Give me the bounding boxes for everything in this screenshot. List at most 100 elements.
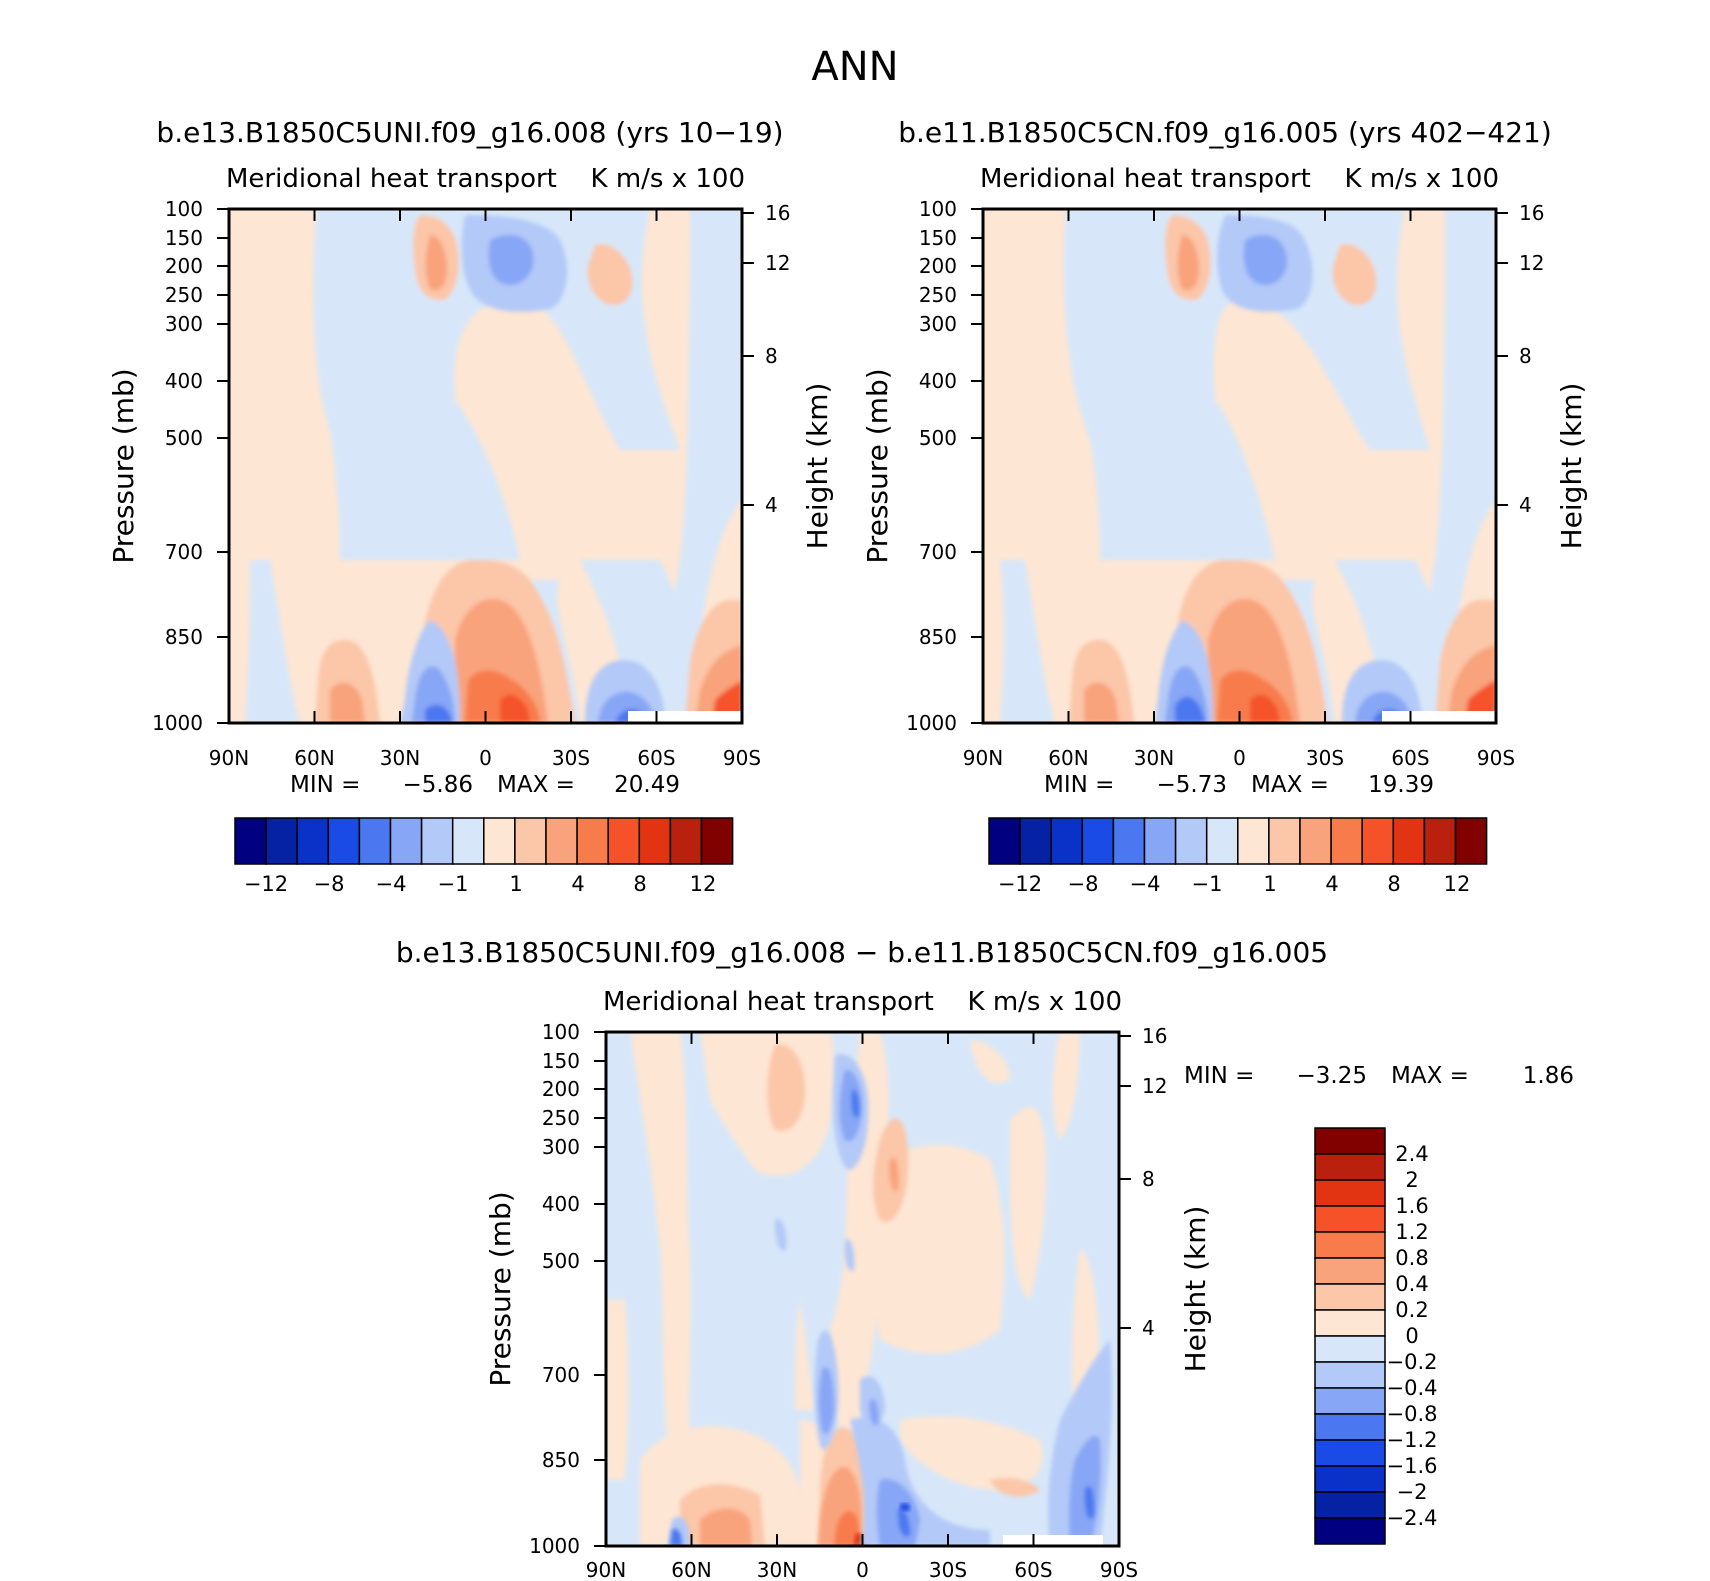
min-value: −3.25 <box>1297 1063 1367 1089</box>
x-axis-ticks <box>605 1032 1120 1546</box>
y2-tick-label: 16 <box>765 201 790 225</box>
figure-title: ANN <box>811 44 898 90</box>
x-tick-labels: 90N 60N 30N 0 30S 60S 90S <box>963 746 1515 770</box>
y-tick-label: 850 <box>919 625 957 649</box>
x-tick-label: 30N <box>1134 746 1174 770</box>
y2-tick-label: 8 <box>1519 344 1532 368</box>
colorbar-swatch <box>1314 1465 1386 1493</box>
y-tick-label: 100 <box>919 197 957 221</box>
colorbar-swatch <box>1314 1257 1386 1285</box>
y-tick-label: 300 <box>919 312 957 336</box>
y2-axis-label: Height (km) <box>801 383 834 550</box>
colorbar-swatch <box>669 817 703 865</box>
x-tick-labels: 90N 60N 30N 0 30S 60S 90S <box>586 1558 1138 1581</box>
colorbar-swatch <box>1143 817 1177 865</box>
x-tick-label: 90S <box>723 746 761 770</box>
colorbar-swatch <box>1392 817 1426 865</box>
colorbar-label: −2.4 <box>1387 1506 1438 1530</box>
y-tick-label: 700 <box>542 1363 580 1387</box>
y-tick-label: 1000 <box>529 1534 580 1558</box>
y-tick-label: 400 <box>542 1192 580 1216</box>
colorbar-swatch <box>1314 1439 1386 1467</box>
y2-tick-label: 12 <box>1519 251 1544 275</box>
colorbar-swatch <box>234 817 267 865</box>
colorbar-swatch <box>1314 1413 1386 1441</box>
min-value: −5.73 <box>1157 772 1227 798</box>
y-tick-label: 400 <box>165 369 203 393</box>
y-tick-label: 500 <box>165 426 203 450</box>
colorbar: −12 −8 −4 −1 1 4 8 12 <box>988 817 1488 896</box>
colorbar-label: 1 <box>1263 872 1276 896</box>
colorbar-swatch <box>1237 817 1270 865</box>
colorbar-swatch <box>1423 817 1457 865</box>
y2-tick-label: 12 <box>765 251 790 275</box>
colorbar-swatch <box>327 817 361 865</box>
y-tick-label: 250 <box>542 1106 580 1130</box>
y-tick-label: 300 <box>542 1135 580 1159</box>
colorbar-label: −4 <box>1130 872 1161 896</box>
panel-2: b.e11.B1850C5CN.f09_g16.005 (yrs 402−421… <box>861 116 1588 896</box>
y-axis-label: Pressure (mb) <box>861 368 894 563</box>
x-tick-label: 90N <box>586 1558 626 1581</box>
y-axis-label: Pressure (mb) <box>484 1191 517 1386</box>
colorbar-label: −1 <box>1192 872 1223 896</box>
colorbar-label: 8 <box>633 872 646 896</box>
colorbar: −12 −8 −4 −1 1 4 8 12 <box>234 817 734 896</box>
colorbar-swatch <box>1174 817 1208 865</box>
x-tick-label: 60N <box>294 746 334 770</box>
colorbar-swatch <box>1330 817 1363 865</box>
y-tick-label: 700 <box>919 540 957 564</box>
colorbar-swatch <box>1314 1127 1386 1155</box>
y2-tick-labels: 16 12 8 4 <box>1519 201 1544 517</box>
colorbar-swatch <box>296 817 330 865</box>
max-value: 19.39 <box>1368 772 1434 798</box>
colorbar-label: −2 <box>1397 1480 1428 1504</box>
min-label: MIN = <box>1184 1063 1254 1089</box>
colorbar-swatch <box>1299 817 1332 865</box>
units-label: K m/s x 100 <box>1345 164 1500 194</box>
colorbar-label: −1.2 <box>1387 1428 1438 1452</box>
x-tick-label: 60N <box>671 1558 711 1581</box>
x-tick-label: 0 <box>479 746 492 770</box>
contour-field <box>983 209 1496 723</box>
x-tick-label: 60N <box>1048 746 1088 770</box>
colorbar-label: −8 <box>1068 872 1099 896</box>
units-label: K m/s x 100 <box>591 164 746 194</box>
contour-field <box>606 1032 1119 1546</box>
colorbar-swatch <box>1081 817 1115 865</box>
colorbar-swatch <box>1019 817 1052 865</box>
y-tick-label: 500 <box>919 426 957 450</box>
colorbar-swatch <box>700 817 734 865</box>
panel-1: b.e13.B1850C5UNI.f09_g16.008 (yrs 10−19)… <box>107 116 834 896</box>
colorbar-label: −4 <box>376 872 407 896</box>
y-tick-label: 100 <box>542 1020 580 1044</box>
min-max-readout: MIN = −3.25 MAX = 1.86 <box>1184 1063 1574 1089</box>
colorbar-label: 1.6 <box>1395 1194 1428 1218</box>
y-tick-label: 250 <box>165 283 203 307</box>
y-axis-ticks <box>971 208 1508 724</box>
colorbar-label: 2 <box>1405 1168 1418 1192</box>
y-tick-label: 1000 <box>152 711 203 735</box>
x-tick-label: 90N <box>963 746 1003 770</box>
units-label: K m/s x 100 <box>968 987 1123 1017</box>
colorbar-swatch <box>265 817 298 865</box>
y-tick-label: 850 <box>165 625 203 649</box>
y-tick-labels: 100 150 200 250 300 400 500 700 850 1000 <box>529 1020 580 1558</box>
y2-tick-labels: 16 12 8 4 <box>1142 1024 1167 1340</box>
colorbar-label: −0.4 <box>1387 1376 1438 1400</box>
y-tick-labels: 100 150 200 250 300 400 500 700 850 1000 <box>906 197 957 735</box>
min-max-readout: MIN = −5.86 MAX = 20.49 <box>290 772 680 798</box>
colorbar-swatch <box>1314 1309 1386 1337</box>
colorbar-label: 12 <box>1444 872 1471 896</box>
y2-tick-label: 16 <box>1519 201 1544 225</box>
y2-tick-label: 16 <box>1142 1024 1167 1048</box>
colorbar-label: −8 <box>314 872 345 896</box>
colorbar-label: −0.8 <box>1387 1402 1438 1426</box>
y-tick-label: 1000 <box>906 711 957 735</box>
y-tick-label: 200 <box>165 254 203 278</box>
colorbar-swatch <box>389 817 423 865</box>
x-tick-label: 30S <box>552 746 590 770</box>
colorbar-label: 12 <box>690 872 717 896</box>
left-title: Meridional heat transport <box>226 164 557 194</box>
y2-tick-label: 4 <box>765 493 778 517</box>
